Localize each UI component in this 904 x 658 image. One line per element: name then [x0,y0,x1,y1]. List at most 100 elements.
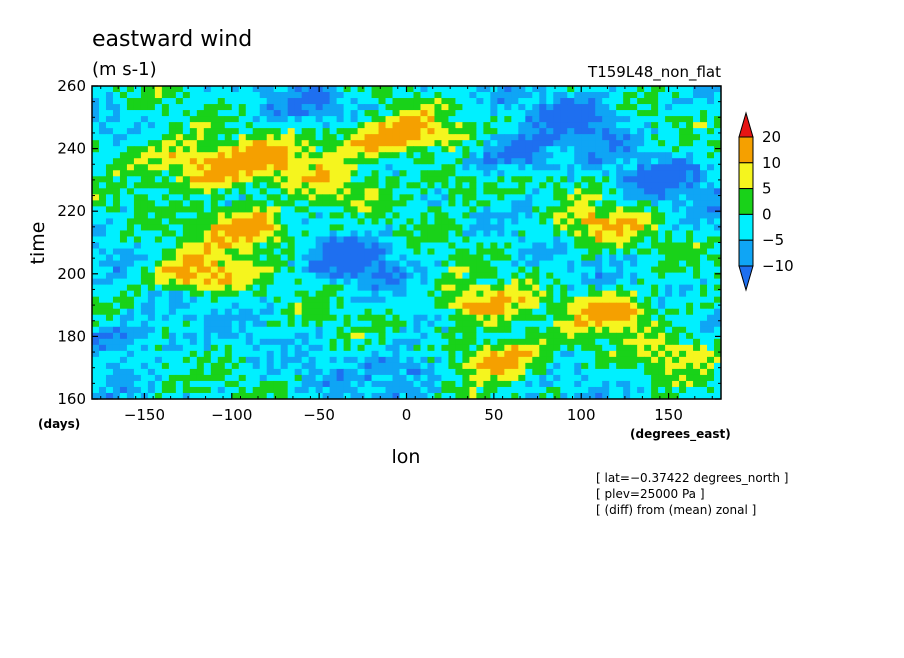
heatmap-cell [427,344,435,352]
heatmap-cell [378,92,386,99]
heatmap-cell [581,284,589,292]
heatmap-cell [196,182,205,189]
heatmap-cell [567,224,575,231]
heatmap-cell [168,122,177,129]
heatmap-cell [336,224,344,231]
heatmap-cell [504,272,512,280]
heatmap-cell [343,164,351,171]
heatmap-cell [553,128,561,135]
heatmap-cell [140,176,149,183]
heatmap-cell [224,164,233,171]
heatmap-cell [385,248,393,255]
heatmap-cell [231,86,240,93]
heatmap-cell [581,290,589,298]
heatmap-cell [280,194,289,201]
heatmap-cell [168,146,177,153]
heatmap-cell [308,290,317,298]
heatmap-cell [168,164,177,171]
heatmap-cell [273,116,282,123]
heatmap-cell [707,272,715,280]
heatmap-cell [588,308,596,316]
heatmap-cell [224,140,233,147]
heatmap-cell [161,134,170,141]
heatmap-cell [427,326,435,334]
heatmap-cell [266,206,275,213]
heatmap-cell [217,146,226,153]
heatmap-cell [644,386,652,394]
heatmap-cell [378,254,386,261]
heatmap-cell [315,254,324,261]
heatmap-cell [378,290,386,298]
heatmap-cell [189,356,198,364]
heatmap-cell [224,350,233,358]
heatmap-cell [658,104,666,111]
heatmap-cell [406,86,414,93]
heatmap-cell [154,290,163,298]
heatmap-cell [350,224,358,231]
heatmap-cell [476,302,484,310]
heatmap-cell [616,350,624,358]
heatmap-cell [413,380,421,388]
heatmap-cell [672,242,680,249]
heatmap-cell [301,308,310,316]
heatmap-cell [567,122,575,129]
heatmap-cell [343,386,351,394]
heatmap-cell [700,86,708,93]
heatmap-cell [175,164,184,171]
heatmap-cell [560,224,568,231]
heatmap-cell [217,242,226,249]
heatmap-cell [378,350,386,358]
heatmap-cell [511,284,519,292]
heatmap-cell [252,188,261,195]
heatmap-cell [140,134,149,141]
heatmap-cell [399,332,407,340]
heatmap-cell [525,128,533,135]
heatmap-cell [644,218,652,225]
heatmap-cell [280,110,289,117]
heatmap-cell [553,146,561,153]
heatmap-cell [525,140,533,147]
heatmap-cell [98,200,107,207]
heatmap-cell [658,170,666,177]
heatmap-cell [322,374,331,382]
heatmap-cell [448,212,456,219]
heatmap-cell [245,146,254,153]
heatmap-cell [700,176,708,183]
heatmap-cell [112,350,121,358]
heatmap-cell [504,128,512,135]
heatmap-cell [196,122,205,129]
heatmap-cell [161,284,170,292]
heatmap-cell [119,110,128,117]
heatmap-cell [609,134,617,141]
heatmap-cell [126,368,135,376]
heatmap-cell [385,296,393,304]
heatmap-cell [413,242,421,249]
heatmap-cell [392,248,400,255]
heatmap-cell [147,224,156,231]
heatmap-cell [112,158,121,165]
heatmap-cell [581,206,589,213]
heatmap-cell [294,326,303,334]
heatmap-cell [112,92,121,99]
heatmap-cell [700,320,708,328]
heatmap-cell [609,104,617,111]
heatmap-cell [518,122,526,129]
heatmap-cell [707,98,715,105]
heatmap-cell [434,320,442,328]
heatmap-cell [574,236,582,243]
heatmap-cell [126,350,135,358]
heatmap-cell [231,356,240,364]
heatmap-cell [546,146,554,153]
heatmap-cell [609,194,617,201]
heatmap-cell [651,290,659,298]
heatmap-cell [560,302,568,310]
heatmap-cell [371,200,379,207]
heatmap-cell [693,236,701,243]
heatmap-cell [658,242,666,249]
heatmap-cell [413,230,421,237]
heatmap-cell [224,152,233,159]
heatmap-cell [231,134,240,141]
heatmap-cell [574,374,582,382]
heatmap-cell [147,230,156,237]
heatmap-cell [98,284,107,292]
